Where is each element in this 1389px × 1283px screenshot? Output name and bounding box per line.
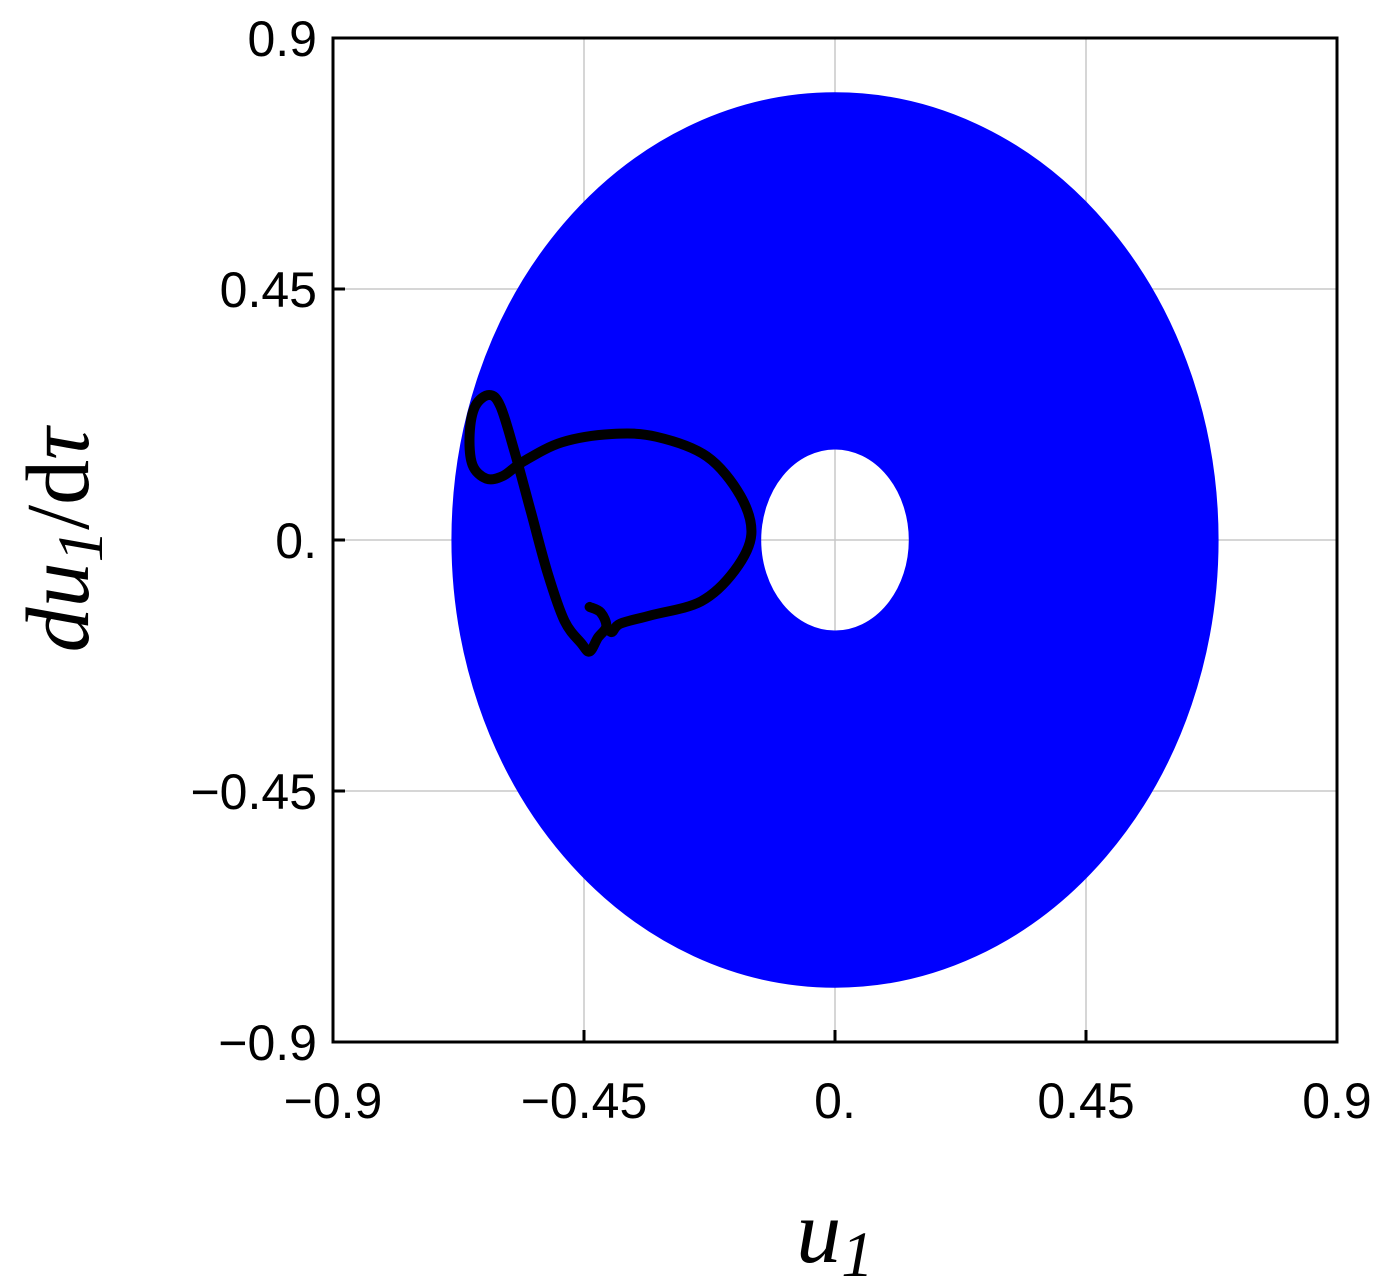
x-axis-label: u1	[796, 1183, 873, 1283]
x-tick-label-0: −0.9	[284, 1073, 383, 1129]
y-tick-label-4: 0.9	[247, 11, 317, 67]
trajectory-line	[464, 389, 757, 657]
y-tick-label-3: 0.45	[220, 262, 317, 318]
y-tick-labels: −0.9 −0.45 0. 0.45 0.9	[190, 11, 317, 1071]
x-tick-label-2: 0.	[814, 1073, 856, 1129]
x-tick-labels: −0.9 −0.45 0. 0.45 0.9	[284, 1073, 1372, 1129]
y-tick-label-1: −0.45	[190, 764, 317, 820]
x-tick-label-4: 0.9	[1302, 1073, 1372, 1129]
ticks	[331, 36, 1339, 1044]
y-tick-label-0: −0.9	[218, 1015, 317, 1071]
x-tick-label-1: −0.45	[521, 1073, 648, 1129]
annulus-region	[451, 92, 1219, 988]
data-layer	[451, 92, 1219, 988]
y-axis-label: du1/dτ	[9, 425, 117, 652]
x-tick-label-3: 0.45	[1037, 1073, 1134, 1129]
y-tick-label-2: 0.	[275, 513, 317, 569]
